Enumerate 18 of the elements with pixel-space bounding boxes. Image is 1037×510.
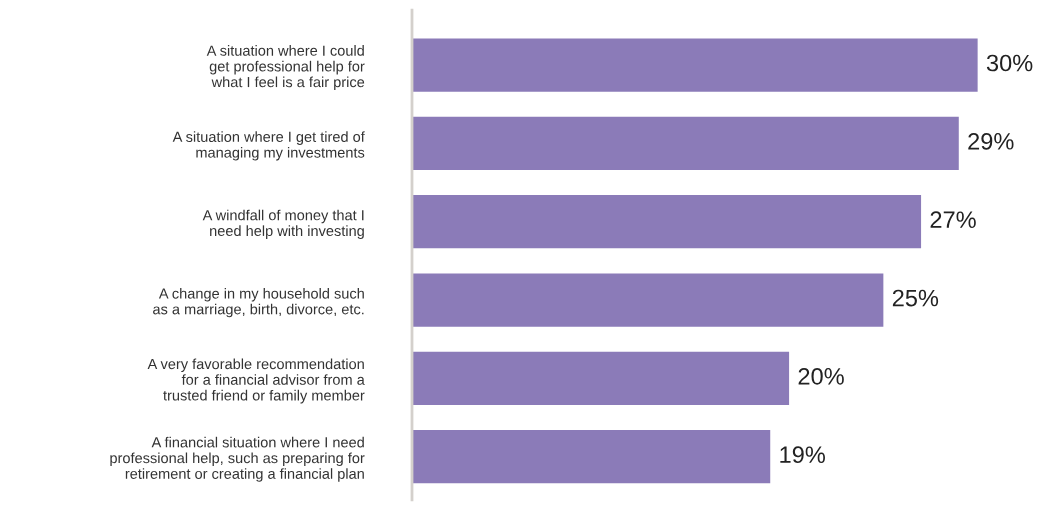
data-label: 20% bbox=[798, 368, 844, 385]
data-label: 19% bbox=[780, 446, 825, 464]
y-tick-label: A very favorable recommendation for a financial advisor from a trusted friend or family member bbox=[147, 358, 365, 404]
data-label: 27% bbox=[930, 211, 976, 228]
bar bbox=[412, 38, 978, 92]
data-label: 29% bbox=[968, 132, 1014, 150]
bar bbox=[412, 116, 959, 171]
bar bbox=[412, 273, 884, 327]
data-label: 30% bbox=[986, 54, 1033, 72]
bar bbox=[412, 351, 790, 406]
y-tick-label: A financial situation where I need professional help, such as preparing for retirement or creating a financial plan bbox=[110, 436, 365, 482]
data-label: 25% bbox=[892, 289, 939, 307]
y-tick-label: A situation where I get tired of managing my investments bbox=[172, 131, 365, 161]
y-tick-label: A windfall of money that I need help with investing bbox=[202, 209, 364, 239]
y-tick-label: A situation where I could get professional help for what I feel is a fair price bbox=[206, 45, 365, 91]
y-tick-label: A change in my household such as a marriage, birth, divorce, etc. bbox=[153, 287, 364, 318]
bar bbox=[412, 430, 771, 484]
bar bbox=[412, 195, 922, 249]
